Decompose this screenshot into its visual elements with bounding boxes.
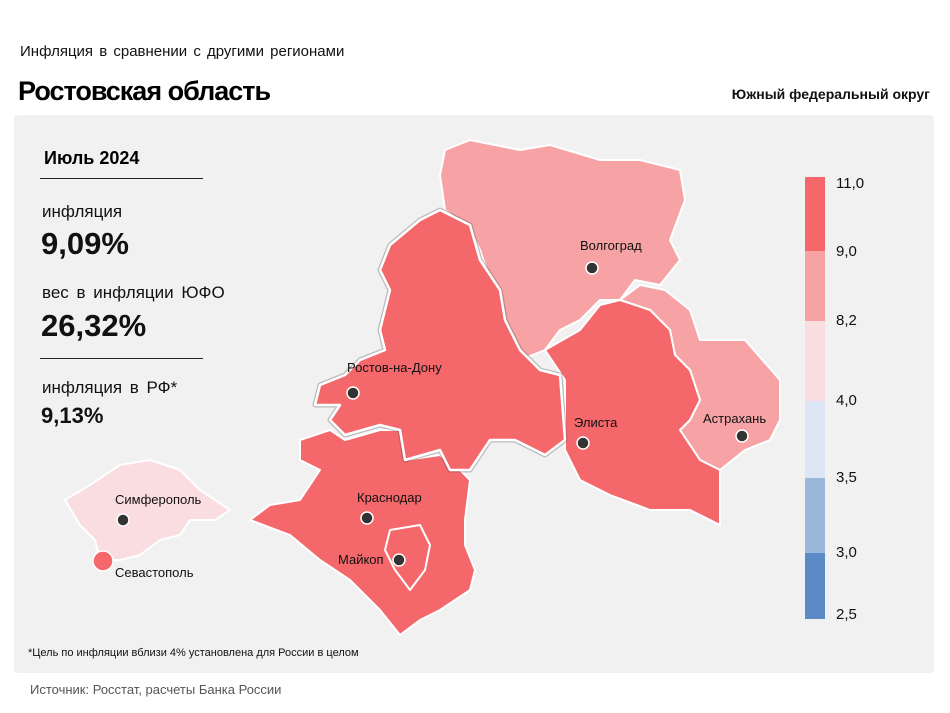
weight-value: 26,32% bbox=[41, 308, 147, 343]
legend-tick: 11,0 bbox=[836, 175, 865, 192]
legend-tick: 3,0 bbox=[836, 544, 857, 561]
legend-tick: 9,0 bbox=[836, 243, 857, 260]
city-label: Астрахань bbox=[703, 411, 766, 426]
rf-inflation-label: инфляция в РФ* bbox=[42, 378, 178, 397]
city-marker bbox=[576, 436, 590, 450]
inflation-label: инфляция bbox=[42, 202, 123, 221]
legend-swatch bbox=[805, 401, 825, 478]
city-label: Элиста bbox=[574, 415, 618, 430]
footnote: *Цель по инфляции вблизи 4% установлена … bbox=[28, 647, 359, 659]
legend-swatch bbox=[805, 478, 825, 553]
legend-tick: 4,0 bbox=[836, 392, 857, 409]
city-label: Симферополь bbox=[115, 492, 202, 507]
region-kalmykia bbox=[544, 299, 721, 526]
legend-tick: 3,5 bbox=[836, 469, 857, 486]
city-marker bbox=[392, 553, 406, 567]
city-marker bbox=[360, 511, 374, 525]
subtitle: Инфляция в сравнении с другими регионами bbox=[20, 43, 345, 60]
city-marker bbox=[346, 386, 360, 400]
city-label: Волгоград bbox=[580, 238, 642, 253]
district-label: Южный федеральный округ bbox=[731, 86, 930, 102]
period-label: Июль 2024 bbox=[44, 148, 140, 168]
region-adygea bbox=[384, 524, 431, 591]
city-marker bbox=[585, 261, 599, 275]
city-label: Севастополь bbox=[115, 565, 194, 580]
city-marker bbox=[735, 429, 749, 443]
city-label: Ростов-на-Дону bbox=[347, 360, 442, 375]
legend-tick: 2,5 bbox=[836, 606, 857, 623]
legend-swatch bbox=[805, 177, 825, 251]
legend-swatch bbox=[805, 321, 825, 401]
region-rostov-highlighted bbox=[313, 208, 567, 472]
city-marker bbox=[116, 513, 130, 527]
legend-tick: 8,2 bbox=[836, 312, 857, 329]
page-title: Ростовская область bbox=[18, 76, 271, 106]
region-crimea bbox=[64, 459, 231, 561]
region-krasnodar bbox=[249, 429, 476, 636]
sevastopol-marker bbox=[92, 550, 114, 572]
color-legend bbox=[805, 177, 825, 619]
city-label: Майкоп bbox=[338, 552, 384, 567]
rf-inflation-value: 9,13% bbox=[41, 403, 104, 428]
divider bbox=[40, 358, 203, 359]
legend-swatch bbox=[805, 251, 825, 321]
divider bbox=[40, 178, 203, 179]
inflation-value: 9,09% bbox=[41, 226, 129, 261]
city-label: Краснодар bbox=[357, 490, 422, 505]
legend-swatch bbox=[805, 553, 825, 619]
source-note: Источник: Росстат, расчеты Банка России bbox=[30, 682, 282, 697]
weight-label: вес в инфляции ЮФО bbox=[42, 283, 225, 302]
